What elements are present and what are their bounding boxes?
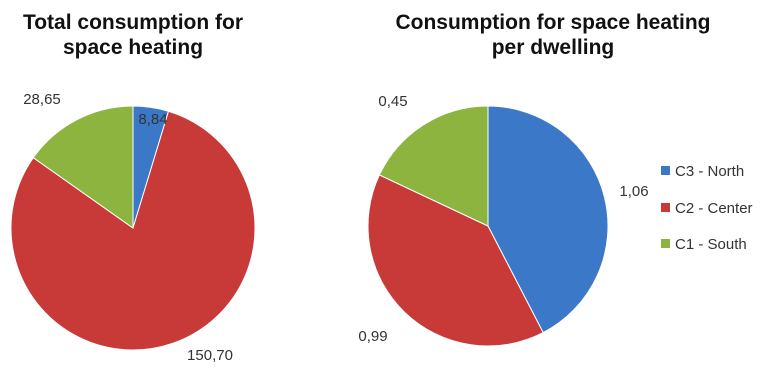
pie2-title-line1: Consumption for space heating bbox=[395, 11, 710, 34]
pie2-slice-center bbox=[367, 174, 544, 347]
pie2-label-south: 0,45 bbox=[378, 93, 407, 110]
pie1-label-north: 8,84 bbox=[138, 111, 167, 128]
pie1 bbox=[10, 105, 256, 351]
pie1-label-center: 150,70 bbox=[187, 347, 233, 364]
pie1-label-south: 28,65 bbox=[23, 91, 61, 108]
pie2-slice-south bbox=[378, 105, 489, 227]
pie2-label-north: 1,06 bbox=[619, 183, 648, 200]
legend-item-north: C3 - North bbox=[661, 163, 744, 180]
legend-label-center: C2 - Center bbox=[675, 200, 753, 217]
legend-swatch-north bbox=[661, 166, 670, 175]
legend-label-south: C1 - South bbox=[675, 236, 747, 253]
pie2 bbox=[367, 105, 609, 347]
pie2-slice-north bbox=[487, 105, 609, 334]
pie2-title: Consumption for space heating per dwelli… bbox=[395, 11, 710, 59]
pie2-label-center: 0,99 bbox=[358, 328, 387, 345]
pie1-title-line2: space heating bbox=[63, 36, 203, 59]
legend-item-south: C1 - South bbox=[661, 236, 747, 253]
legend-swatch-south bbox=[661, 239, 670, 248]
pie1-title: Total consumption for space heating bbox=[23, 11, 243, 59]
pie1-title-line1: Total consumption for bbox=[23, 11, 243, 34]
legend-item-center: C2 - Center bbox=[661, 200, 753, 217]
pie1-slice-center bbox=[10, 110, 256, 351]
legend-label-north: C3 - North bbox=[675, 163, 744, 180]
legend: C3 - North C2 - Center C1 - South bbox=[661, 163, 753, 253]
legend-swatch-center bbox=[661, 203, 670, 212]
pie2-title-line2: per dwelling bbox=[492, 36, 615, 59]
pie1-slice-south bbox=[32, 105, 134, 229]
